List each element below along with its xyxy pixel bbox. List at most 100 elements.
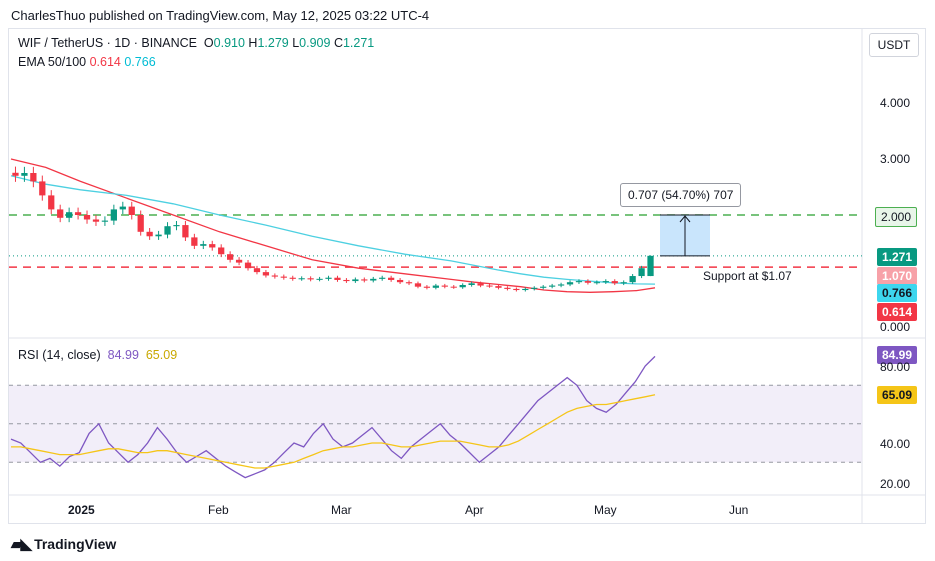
candle-body-20 (191, 237, 198, 246)
close-value: 1.271 (342, 36, 375, 50)
candle-body-41 (379, 277, 386, 279)
candle-body-49 (450, 286, 457, 288)
candle-body-19 (182, 225, 189, 238)
ema50-line (10, 158, 656, 293)
price-tick-0: 0.000 (879, 320, 910, 334)
ema-legend[interactable]: EMA 50/100 0.614 0.766 (18, 55, 156, 69)
candle-body-27 (253, 268, 261, 273)
candle-body-62 (566, 282, 574, 285)
candle-body-31 (289, 277, 296, 279)
measure-label[interactable]: 0.707 (54.70%) 707 (620, 183, 742, 207)
close-label: C (333, 36, 343, 50)
rsi-ma-tag: 65.09 (876, 386, 917, 404)
candle-body-11 (110, 209, 117, 221)
candle-body-45 (414, 283, 422, 287)
candle-body-18 (173, 225, 180, 227)
tradingview-logo-icon: ▰◣ (11, 536, 32, 553)
high-label: H (248, 36, 258, 50)
last-price-tag: 1.271 (876, 248, 917, 266)
candle-body-63 (575, 281, 583, 283)
ema100-price-tag: 0.766 (876, 284, 917, 302)
ema50-value: 0.614 (89, 55, 121, 69)
measure-arrow-head (679, 215, 691, 223)
candle-body-4 (48, 195, 55, 210)
brand-label: TradingView (34, 536, 117, 552)
candle-body-40 (370, 278, 377, 281)
time-tick-2025: 2025 (68, 503, 95, 517)
candle-body-67 (611, 281, 618, 284)
time-tick-apr: Apr (465, 503, 484, 517)
time-tick-may: May (594, 503, 617, 517)
candle-body-22 (209, 244, 216, 248)
candle-body-15 (146, 231, 153, 237)
candle-body-59 (540, 286, 547, 288)
open-label: O (203, 36, 214, 50)
candle-body-0 (12, 172, 19, 176)
ema100-line (10, 175, 656, 285)
candle-body-1 (21, 173, 28, 176)
candle-body-38 (352, 279, 359, 282)
candle-body-54 (495, 286, 502, 288)
candle-body-36 (334, 277, 341, 280)
rsi-tick-80: 80.00 (879, 360, 910, 374)
symbol-title: WIF / TetherUS · 1D · BINANCE (18, 36, 197, 50)
candle-body-28 (262, 272, 270, 276)
candle-body-51 (468, 283, 475, 285)
price-tick-3: 3.000 (879, 152, 910, 166)
rsi-ma-line (11, 394, 656, 469)
candle-body-46 (423, 286, 431, 288)
rsi-tick-20: 20.00 (879, 477, 910, 491)
candle-body-14 (137, 215, 144, 232)
candle-body-60 (549, 285, 556, 287)
candle-body-43 (396, 279, 404, 283)
candle-body-3 (39, 181, 46, 196)
rsi-ma-value: 65.09 (145, 348, 178, 362)
ema50-price-tag: 0.614 (876, 303, 917, 321)
low-value: 0.909 (299, 36, 331, 50)
candle-body-70 (638, 268, 645, 277)
rsi-value: 84.99 (107, 348, 139, 362)
candle-body-6 (66, 212, 73, 218)
low-label: L (292, 36, 300, 50)
candle-body-7 (74, 212, 82, 215)
candle-body-50 (459, 285, 466, 288)
candle-body-66 (602, 281, 609, 283)
time-tick-mar: Mar (331, 503, 352, 517)
candle-body-16 (155, 234, 162, 237)
publisher-line: CharlesThuo published on TradingView.com… (11, 8, 430, 23)
candle-body-53 (486, 285, 493, 287)
candle-body-33 (307, 278, 314, 280)
candle-body-68 (620, 282, 627, 284)
candle-body-35 (325, 277, 332, 279)
candle-body-8 (83, 215, 91, 220)
candle-body-30 (280, 276, 287, 278)
symbol-legend[interactable]: WIF / TetherUS · 1D · BINANCE O0.910 H1.… (18, 36, 374, 50)
candle-body-25 (235, 259, 243, 263)
candle-body-2 (30, 173, 37, 182)
candle-body-10 (101, 220, 109, 222)
candle-body-37 (343, 279, 350, 282)
price-tick-4: 4.000 (879, 96, 910, 110)
time-tick-feb: Feb (208, 503, 229, 517)
candle-body-55 (504, 287, 511, 289)
ema100-value: 0.766 (124, 55, 156, 69)
high-value: 1.279 (257, 36, 289, 50)
candle-body-65 (593, 282, 600, 284)
candle-body-9 (92, 219, 100, 222)
candle-body-48 (441, 285, 448, 287)
rsi-legend[interactable]: RSI (14, close) 84.99 65.09 (18, 348, 177, 362)
candle-body-32 (298, 278, 305, 280)
candle-body-56 (513, 288, 520, 291)
currency-button[interactable]: USDT (869, 33, 919, 57)
candle-body-13 (128, 206, 135, 215)
candle-body-39 (361, 279, 368, 281)
time-tick-jun: Jun (729, 503, 749, 517)
candle-body-64 (584, 281, 592, 283)
candle-body-52 (477, 283, 484, 286)
candle-body-26 (244, 262, 252, 269)
candle-body-69 (629, 276, 636, 283)
tradingview-brand[interactable]: ▰◣ TradingView (11, 535, 116, 553)
rsi-tick-40: 40.00 (879, 437, 910, 451)
support-price-tag: 1.070 (876, 267, 917, 285)
